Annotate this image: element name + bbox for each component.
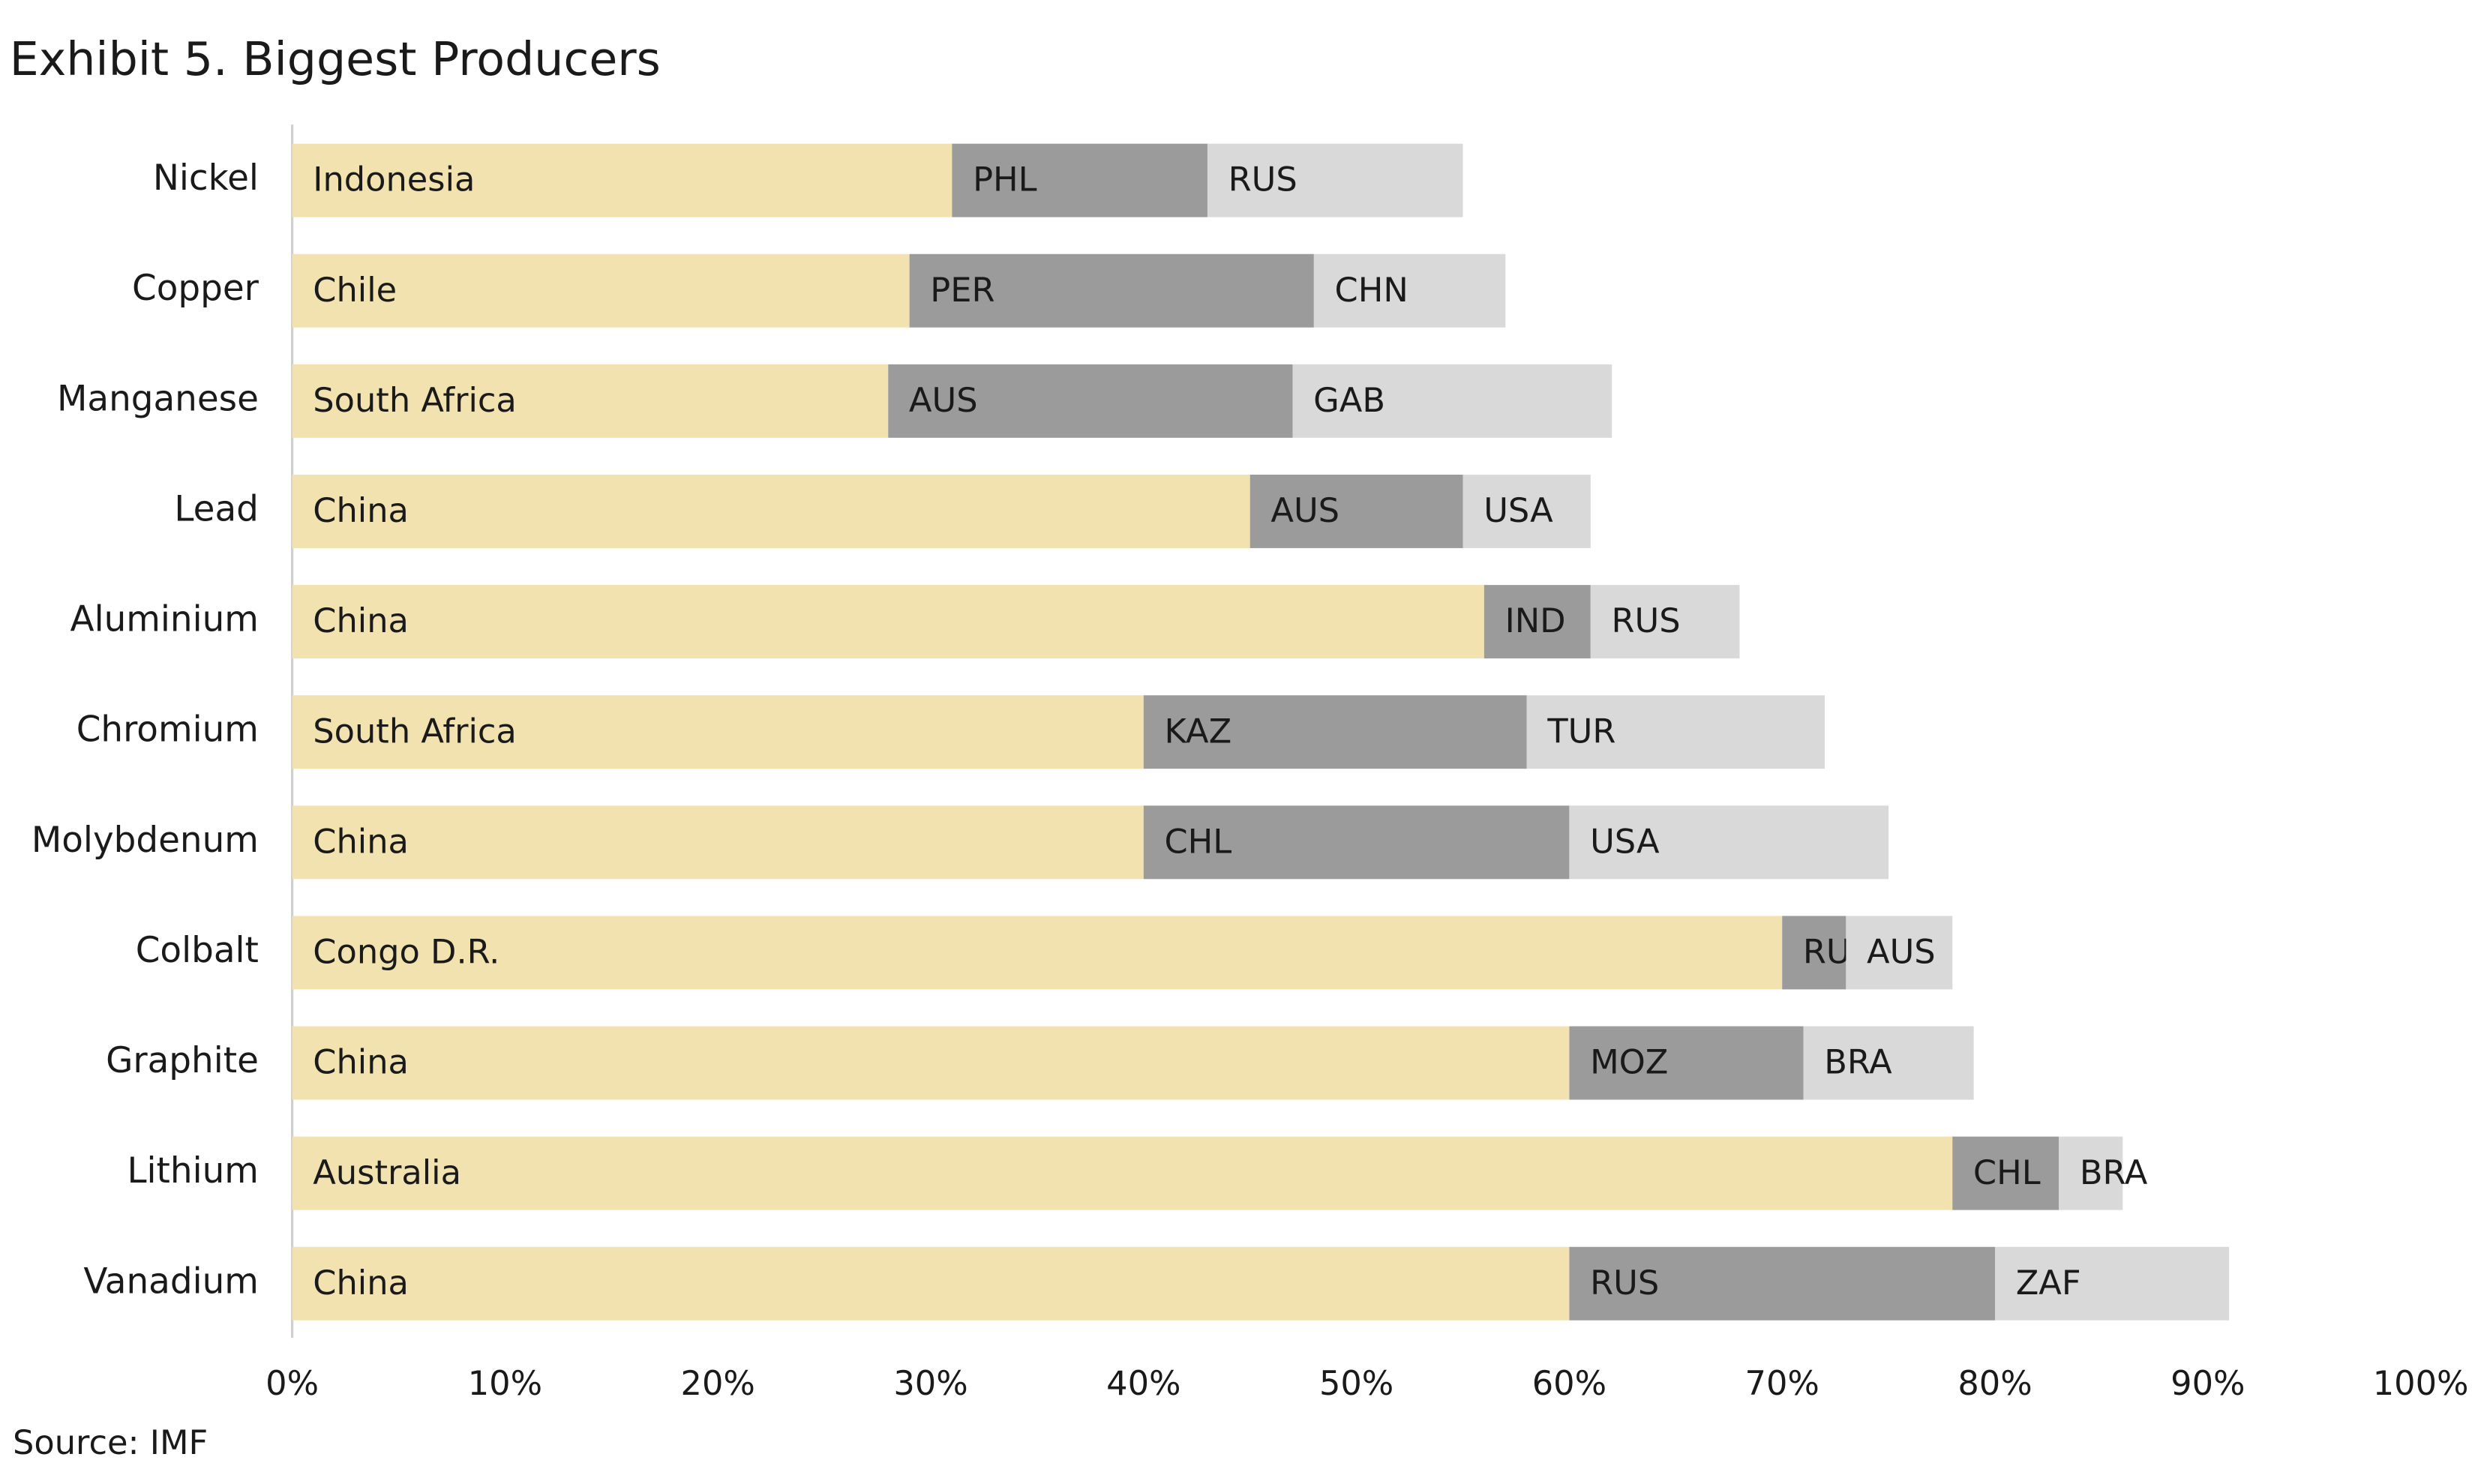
bar-segment: [1782, 916, 1846, 990]
bar-segment: [1590, 585, 1740, 659]
y-tick-label: Molybdenum: [32, 820, 259, 861]
x-tick-label: 20%: [681, 1364, 755, 1403]
segment-label: PHL: [973, 160, 1037, 199]
x-tick-label: 50%: [1319, 1364, 1394, 1403]
bar-segment: [292, 364, 889, 438]
segment-label: China: [313, 1264, 409, 1303]
segment-label: RUS: [1611, 601, 1680, 640]
bar-segment: [952, 143, 1208, 217]
bar-segment: [292, 474, 1250, 548]
segment-label: RUS: [1228, 160, 1298, 199]
segment-label: TUR: [1546, 712, 1616, 751]
segment-label: BRA: [2080, 1153, 2148, 1192]
y-tick-label: Chromium: [76, 710, 259, 751]
y-tick-label: Nickel: [153, 158, 259, 199]
segment-label: USA: [1590, 822, 1660, 861]
segment-label: CHL: [1164, 822, 1232, 861]
y-tick-label: Copper: [132, 268, 260, 309]
segment-label: KAZ: [1164, 712, 1232, 751]
bar-segment: [1846, 916, 1953, 990]
segment-label: South Africa: [313, 712, 517, 751]
segment-label: MOZ: [1590, 1043, 1668, 1082]
segment-label: Congo D.R.: [313, 933, 500, 972]
segment-label: CHL: [1973, 1153, 2041, 1192]
y-tick-label: Manganese: [57, 379, 259, 419]
segment-label: AUS: [1867, 933, 1936, 972]
segment-label: China: [313, 491, 409, 530]
segment-label: China: [313, 1043, 409, 1082]
bar-segment: [292, 253, 910, 328]
bar-segment: [888, 364, 1293, 438]
bar-segment: [1207, 143, 1463, 217]
x-tick-label: 0%: [266, 1364, 319, 1403]
bar-segment: [292, 1026, 1570, 1100]
bar-segment: [1313, 253, 1506, 328]
y-tick-label: Lead: [174, 489, 259, 529]
bar-segment: [1292, 364, 1612, 438]
segment-label: China: [313, 822, 409, 861]
bar-segment: [1143, 695, 1527, 769]
x-tick-label: 10%: [468, 1364, 542, 1403]
segment-label: Indonesia: [313, 160, 475, 199]
bar-segment: [292, 1136, 1953, 1210]
segment-label: PER: [930, 271, 994, 310]
bar-segment: [292, 585, 1484, 659]
bar-segment: [1143, 805, 1570, 880]
source-note: Source: IMF: [13, 1423, 208, 1462]
segment-label: China: [313, 601, 409, 640]
y-tick-label: Graphite: [106, 1041, 259, 1081]
x-tick-label: 40%: [1106, 1364, 1180, 1403]
bar-segment: [292, 916, 1783, 990]
bar-segment: [292, 1246, 1570, 1321]
bar-segment: [1803, 1026, 1974, 1100]
segment-label: AUS: [909, 381, 978, 420]
segment-label: BRA: [1824, 1043, 1892, 1082]
segment-label: USA: [1484, 491, 1553, 530]
bar-segment: [1462, 474, 1591, 548]
bar-segment: [1569, 805, 1889, 880]
bar-segment: [1250, 474, 1463, 548]
x-tick-label: 30%: [893, 1364, 968, 1403]
segment-label: Australia: [313, 1153, 461, 1192]
bar-segment: [1952, 1136, 2060, 1210]
segment-label: Chile: [313, 271, 397, 310]
segment-label: RUS: [1590, 1264, 1659, 1303]
y-tick-label: Lithium: [127, 1151, 258, 1192]
x-tick-label: 100%: [2373, 1364, 2469, 1403]
x-tick-label: 80%: [1958, 1364, 2032, 1403]
segment-label: GAB: [1313, 381, 1385, 420]
segment-label: CHN: [1335, 271, 1408, 310]
bar-segment: [909, 253, 1314, 328]
bar-segment: [1569, 1026, 1804, 1100]
chart-title: Exhibit 5. Biggest Producers: [10, 32, 661, 86]
y-tick-label: Colbalt: [136, 931, 259, 971]
segment-label: IND: [1505, 601, 1566, 640]
bar-segment: [292, 805, 1144, 880]
segment-label: ZAF: [2016, 1264, 2081, 1303]
bar-segment: [1995, 1246, 2230, 1321]
bar-segment: [1569, 1246, 1996, 1321]
x-tick-label: 90%: [2170, 1364, 2245, 1403]
bar-segment: [1484, 585, 1591, 659]
segment-label: AUS: [1270, 491, 1340, 530]
y-tick-label: Vanadium: [83, 1261, 259, 1302]
x-tick-label: 60%: [1532, 1364, 1606, 1403]
bar-segment: [292, 143, 952, 217]
bar-segment: [292, 695, 1144, 769]
bar-segment: [1526, 695, 1825, 769]
x-tick-label: 70%: [1745, 1364, 1820, 1403]
segment-label: South Africa: [313, 381, 517, 420]
y-tick-label: Aluminium: [70, 600, 259, 640]
bar-segment: [2059, 1136, 2123, 1210]
